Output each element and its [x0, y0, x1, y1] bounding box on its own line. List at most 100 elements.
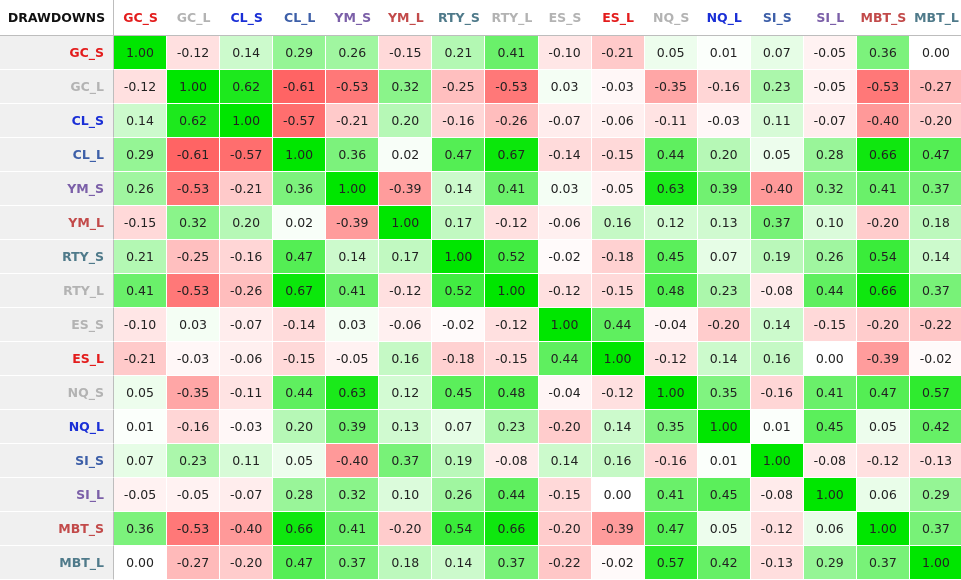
- heatmap-cell: -0.14: [273, 308, 327, 342]
- row-header: CL_L: [0, 138, 114, 172]
- heatmap-cell: 0.47: [909, 138, 961, 172]
- heatmap-cell: -0.20: [538, 410, 592, 444]
- row-header: YM_S: [0, 172, 114, 206]
- heatmap-cell: 0.48: [485, 376, 539, 410]
- heatmap-cell: 0.57: [909, 376, 961, 410]
- heatmap-cell: -0.12: [485, 308, 539, 342]
- heatmap-cell: -0.53: [167, 274, 221, 308]
- heatmap-cell: -0.18: [432, 342, 486, 376]
- heatmap-cell: -0.20: [379, 512, 433, 546]
- heatmap-cell: 0.14: [697, 342, 751, 376]
- heatmap-cell: 0.10: [379, 478, 433, 512]
- heatmap-cell: 0.14: [432, 172, 486, 206]
- column-header: ES_L: [591, 0, 645, 36]
- heatmap-cell: 0.07: [697, 240, 751, 274]
- heatmap-cell: -0.39: [591, 512, 645, 546]
- heatmap-cell: 0.02: [273, 206, 327, 240]
- heatmap-cell: -0.11: [220, 376, 274, 410]
- heatmap-cell: -0.12: [856, 444, 910, 478]
- heatmap-cell: 0.14: [220, 36, 274, 70]
- heatmap-cell: 0.18: [909, 206, 961, 240]
- heatmap-cell: 0.36: [326, 138, 380, 172]
- heatmap-cell: 0.16: [591, 206, 645, 240]
- heatmap-cell: -0.12: [379, 274, 433, 308]
- heatmap-cell: -0.40: [220, 512, 274, 546]
- heatmap-cell: 0.14: [114, 104, 168, 138]
- heatmap-cell: -0.12: [167, 36, 221, 70]
- heatmap-cell: -0.53: [167, 172, 221, 206]
- row-header: MBT_S: [0, 512, 114, 546]
- heatmap-cell: -0.06: [379, 308, 433, 342]
- row-header: MBT_L: [0, 546, 114, 580]
- heatmap-cell: -0.13: [750, 546, 804, 580]
- heatmap-cell: 0.45: [432, 376, 486, 410]
- heatmap-cell: 0.10: [803, 206, 857, 240]
- heatmap-cell: -0.05: [803, 70, 857, 104]
- heatmap-cell: -0.25: [167, 240, 221, 274]
- heatmap-cell: 0.52: [485, 240, 539, 274]
- heatmap-cell: 0.41: [485, 172, 539, 206]
- heatmap-cell: -0.03: [167, 342, 221, 376]
- row-header: GC_L: [0, 70, 114, 104]
- heatmap-cell: 0.32: [326, 478, 380, 512]
- heatmap-cell: 0.35: [644, 410, 698, 444]
- heatmap-cell: -0.12: [591, 376, 645, 410]
- heatmap-cell: -0.07: [220, 308, 274, 342]
- column-header: RTY_L: [485, 0, 539, 36]
- row-header: SI_L: [0, 478, 114, 512]
- heatmap-cell: 1.00: [538, 308, 592, 342]
- heatmap-cell: -0.12: [485, 206, 539, 240]
- heatmap-cell: -0.25: [432, 70, 486, 104]
- heatmap-cell: -0.11: [644, 104, 698, 138]
- heatmap-cell: 0.44: [591, 308, 645, 342]
- heatmap-cell: 0.54: [856, 240, 910, 274]
- column-header: YM_S: [326, 0, 380, 36]
- heatmap-cell: -0.12: [114, 70, 168, 104]
- heatmap-cell: -0.08: [750, 274, 804, 308]
- column-header: NQ_S: [644, 0, 698, 36]
- heatmap-cell: 0.26: [114, 172, 168, 206]
- heatmap-cell: 0.13: [697, 206, 751, 240]
- heatmap-cell: 0.35: [697, 376, 751, 410]
- heatmap-cell: 0.29: [909, 478, 961, 512]
- heatmap-cell: -0.57: [273, 104, 327, 138]
- heatmap-cell: 0.20: [220, 206, 274, 240]
- heatmap-cell: 0.67: [273, 274, 327, 308]
- heatmap-cell: 0.29: [273, 36, 327, 70]
- heatmap-cell: 0.32: [803, 172, 857, 206]
- heatmap-cell: -0.08: [485, 444, 539, 478]
- heatmap-cell: 0.21: [432, 36, 486, 70]
- heatmap-cell: 0.37: [485, 546, 539, 580]
- heatmap-cell: -0.21: [326, 104, 380, 138]
- heatmap-cell: 0.20: [273, 410, 327, 444]
- heatmap-cell: 0.05: [750, 138, 804, 172]
- heatmap-cell: 0.06: [803, 512, 857, 546]
- heatmap-cell: 0.37: [856, 546, 910, 580]
- column-header: GC_L: [167, 0, 221, 36]
- heatmap-cell: -0.20: [856, 308, 910, 342]
- heatmap-cell: -0.16: [167, 410, 221, 444]
- heatmap-cell: -0.10: [538, 36, 592, 70]
- heatmap-cell: 0.29: [803, 546, 857, 580]
- heatmap-cell: -0.53: [485, 70, 539, 104]
- heatmap-cell: 0.20: [379, 104, 433, 138]
- heatmap-cell: 1.00: [591, 342, 645, 376]
- heatmap-cell: 0.00: [591, 478, 645, 512]
- heatmap-cell: 0.66: [856, 138, 910, 172]
- heatmap-cell: -0.07: [803, 104, 857, 138]
- heatmap-cell: 0.23: [167, 444, 221, 478]
- heatmap-cell: -0.04: [644, 308, 698, 342]
- heatmap-cell: -0.35: [644, 70, 698, 104]
- heatmap-cell: 0.62: [220, 70, 274, 104]
- heatmap-cell: -0.15: [273, 342, 327, 376]
- heatmap-cell: 0.29: [114, 138, 168, 172]
- heatmap-cell: 0.47: [273, 546, 327, 580]
- heatmap-cell: -0.22: [909, 308, 961, 342]
- heatmap-cell: 0.16: [591, 444, 645, 478]
- heatmap-cell: 0.07: [432, 410, 486, 444]
- heatmap-cell: -0.21: [591, 36, 645, 70]
- heatmap-cell: 0.37: [379, 444, 433, 478]
- heatmap-cell: 1.00: [220, 104, 274, 138]
- heatmap-cell: -0.12: [538, 274, 592, 308]
- heatmap-cell: -0.05: [803, 36, 857, 70]
